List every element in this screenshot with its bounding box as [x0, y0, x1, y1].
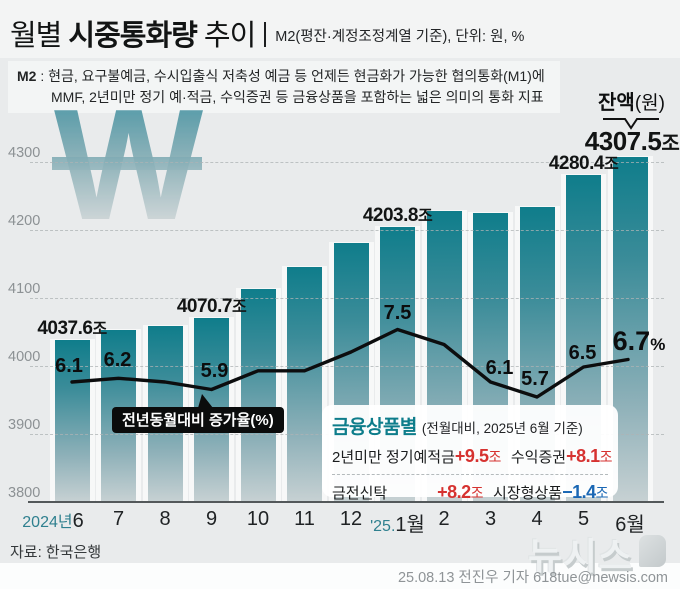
finance-products-box: 금융상품별 (전월대비, 2025년 6월 기준) 2년미만 정기예적금 +9.…: [322, 405, 618, 502]
growth-rate-label: 6.5: [568, 342, 597, 364]
balance-callout: 잔액(원): [598, 86, 665, 131]
gridline: [30, 162, 664, 163]
finance-item-label: 수익증권: [510, 449, 567, 466]
x-axis-month-label: 2: [438, 508, 450, 530]
growth-rate-tooltip: 전년동월대비 증가율(%): [112, 394, 284, 433]
y-axis-tick: 3800: [8, 485, 41, 501]
footer-band: [0, 563, 680, 589]
finance-item-value: +8.1조: [566, 446, 612, 466]
finance-item-label: 2년미만 정기예적금: [332, 449, 455, 466]
x-axis-month-label: 2024년6: [22, 510, 84, 532]
byline-credit: 25.08.13 전진우 기자 618tue@newsis.com: [397, 570, 668, 586]
finance-box-header: 금융상품별 (전월대비, 2025년 6월 기준): [332, 412, 608, 439]
bar-value-label: 4307.5조: [584, 125, 680, 156]
m2-bar: [287, 266, 322, 502]
growth-rate-label: 6.1: [55, 355, 83, 377]
title-suffix: 추이: [196, 20, 256, 52]
x-axis-month-label: 9: [205, 508, 218, 530]
m2-definition-box: M2 : 현금, 요구불예금, 수시입출식 저축성 예금 등 언제든 현금화가 …: [8, 61, 560, 113]
finance-item-value: +9.5조: [454, 446, 501, 466]
bar-value-label: 4203.8조: [362, 205, 433, 227]
title-separator: [264, 21, 267, 47]
balance-label-unit: (원): [634, 93, 665, 114]
finance-box-title: 금융상품별: [332, 417, 417, 438]
growth-line: [70, 327, 630, 399]
newsis-logo-text: 뉴시스: [528, 536, 634, 577]
m2-bar: [612, 156, 648, 502]
x-axis-month-label: '25.1월: [370, 514, 425, 536]
m2-bar: [54, 340, 90, 502]
header: 월별 시중통화량 추이 M2(평잔·계정조정계열 기준), 단위: 원, %: [10, 12, 524, 54]
y-axis-tick: 3900: [8, 417, 41, 433]
growth-rate-label: 7.5: [383, 301, 412, 324]
finance-item-label: 금전신탁: [332, 485, 388, 502]
m2-definition-text: M2 : 현금, 요구불예금, 수시입출식 저축성 예금 등 언제든 현금화가 …: [17, 66, 551, 108]
x-axis-line: [28, 501, 664, 503]
y-axis-tick: 4200: [8, 213, 41, 229]
data-source: 자료: 한국은행: [10, 544, 102, 561]
growth-rate-label: 6.7%: [612, 325, 666, 356]
growth-rate-label: 6.2: [103, 349, 132, 372]
finance-item-label: 시장형상품: [493, 485, 563, 502]
x-axis-month-label: 11: [294, 508, 315, 530]
x-axis-month-label: 10: [246, 508, 270, 530]
y-axis-tick: 4000: [8, 349, 41, 365]
title-prefix: 월별: [10, 20, 69, 52]
m2-bar: [240, 289, 276, 502]
growth-rate-label: 6.1: [485, 357, 514, 379]
m2-text: 현금, 요구불예금, 수시입출식 저축성 예금 등 언제든 현금화가 가능한 협…: [48, 68, 545, 105]
x-axis-month-label: 4: [531, 508, 543, 530]
newsis-logo: 뉴시스: [528, 526, 667, 580]
balance-bracket-icon: [603, 118, 659, 130]
finance-row-divider: [332, 474, 608, 475]
growth-rate-label: 5.7: [521, 368, 549, 390]
finance-row: 금전신탁 +8.2조 시장형상품 −1.4조: [332, 482, 609, 503]
y-axis-tick: 4300: [8, 145, 41, 161]
finance-item-value: −1.4조: [562, 482, 608, 502]
gridline: [30, 298, 664, 299]
title-band: [0, 0, 680, 58]
bar-value-label: 4070.7조: [176, 295, 247, 317]
gridline: [30, 230, 664, 231]
x-axis-month-label: 12: [339, 508, 363, 530]
page-title: 월별 시중통화량 추이: [10, 12, 256, 54]
x-axis-month-label: 8: [159, 508, 171, 530]
balance-label-strong: 잔액: [598, 92, 635, 114]
finance-item-value: +8.2조: [437, 482, 484, 502]
newsis-logo-symbol-icon: [639, 535, 667, 567]
bar-value-label: 4037.6조: [37, 318, 107, 340]
finance-row: 2년미만 정기예적금 +9.5조 수익증권 +8.1조: [332, 446, 613, 467]
gridline: [30, 366, 664, 367]
won-watermark-crossbar: [52, 157, 202, 170]
growth-rate-label: 5.9: [200, 359, 229, 382]
x-axis-month-label: 6월: [615, 514, 645, 536]
balance-label: 잔액(원): [598, 86, 665, 115]
m2-label: M2: [17, 68, 37, 84]
chart-subtitle: M2(평잔·계정조정계열 기준), 단위: 원, %: [275, 28, 525, 45]
y-axis-tick: 4100: [8, 281, 41, 297]
x-axis-month-label: 7: [112, 508, 125, 530]
title-strong: 시중통화량: [68, 20, 197, 52]
won-watermark-icon: W: [52, 86, 204, 244]
bar-value-label: 4280.4조: [548, 153, 619, 175]
finance-box-subtitle: (전월대비, 2025년 6월 기준): [421, 421, 583, 436]
m2-colon: :: [36, 68, 49, 84]
x-axis-month-label: 3: [484, 508, 497, 530]
x-axis-month-label: 5: [577, 508, 590, 530]
